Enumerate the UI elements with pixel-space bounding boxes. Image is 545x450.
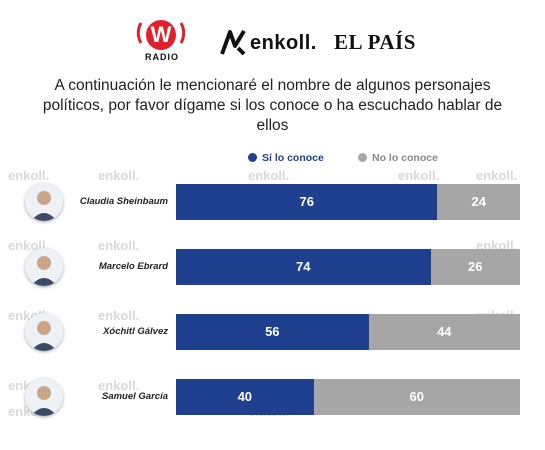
- portrait-icon: [25, 378, 63, 416]
- data-label: 74: [296, 259, 311, 274]
- portrait-icon: [25, 313, 63, 351]
- legend-label-conoce: Sí lo conoce: [262, 152, 324, 164]
- candidate-photo: [25, 183, 63, 221]
- category-label: Claudia Sheinbaum: [79, 196, 168, 207]
- data-label: 26: [468, 259, 483, 274]
- data-label: 44: [437, 324, 452, 339]
- data-label: 60: [409, 389, 425, 404]
- bar-segment-no-conoce: [368, 314, 520, 350]
- enkoll-logo-text: enkoll.: [250, 32, 317, 54]
- bar-row: 56 44: [176, 314, 520, 350]
- portrait-icon: [25, 248, 63, 286]
- candidate-photo: [25, 248, 63, 286]
- bar-segment-no-conoce: [437, 184, 520, 220]
- category-label: Xóchitl Gálvez: [103, 326, 168, 337]
- el-pais-logo: EL PAÍS: [334, 30, 416, 54]
- data-label: 24: [471, 194, 486, 209]
- bar-segment-conoce: [176, 314, 369, 350]
- radio-waves-icon: [136, 22, 186, 44]
- category-label: Samuel García: [101, 391, 168, 402]
- legend-swatch-conoce: [248, 153, 257, 162]
- data-label: 56: [265, 324, 280, 339]
- candidate-photo: [25, 313, 63, 351]
- bar-segment-conoce: [176, 379, 314, 415]
- legend-label-no-conoce: No lo conoce: [372, 152, 438, 164]
- data-label: 40: [237, 389, 253, 404]
- bar-row: 40 60: [176, 379, 520, 415]
- chart-legend: Sí lo conoce No lo conoce: [0, 152, 545, 166]
- data-label: 76: [299, 194, 314, 209]
- bar-segment-conoce: [176, 249, 431, 285]
- w-radio-logo: W RADIO: [132, 18, 192, 68]
- survey-question: A continuación le mencionaré el nombre d…: [42, 77, 503, 134]
- portrait-icon: [25, 183, 63, 221]
- logo-bar: W RADIO enkoll. EL PAÍS: [0, 18, 545, 68]
- bar-segment-no-conoce: [430, 249, 520, 285]
- legend-swatch-no-conoce: [358, 153, 367, 162]
- bar-row: 74 26: [176, 249, 520, 285]
- legend-item-no-conoce: No lo conoce: [358, 152, 438, 164]
- bar-row: 76 24: [176, 184, 520, 220]
- category-label: Marcelo Ebrard: [98, 261, 168, 272]
- bar-segment-no-conoce: [313, 379, 520, 415]
- legend-item-conoce: Sí lo conoce: [248, 152, 324, 164]
- candidate-photo: [25, 378, 63, 416]
- enkoll-check-icon: [220, 29, 246, 56]
- w-radio-mark: W: [146, 20, 176, 50]
- w-radio-text: RADIO: [145, 52, 179, 62]
- bar-segment-conoce: [176, 184, 438, 220]
